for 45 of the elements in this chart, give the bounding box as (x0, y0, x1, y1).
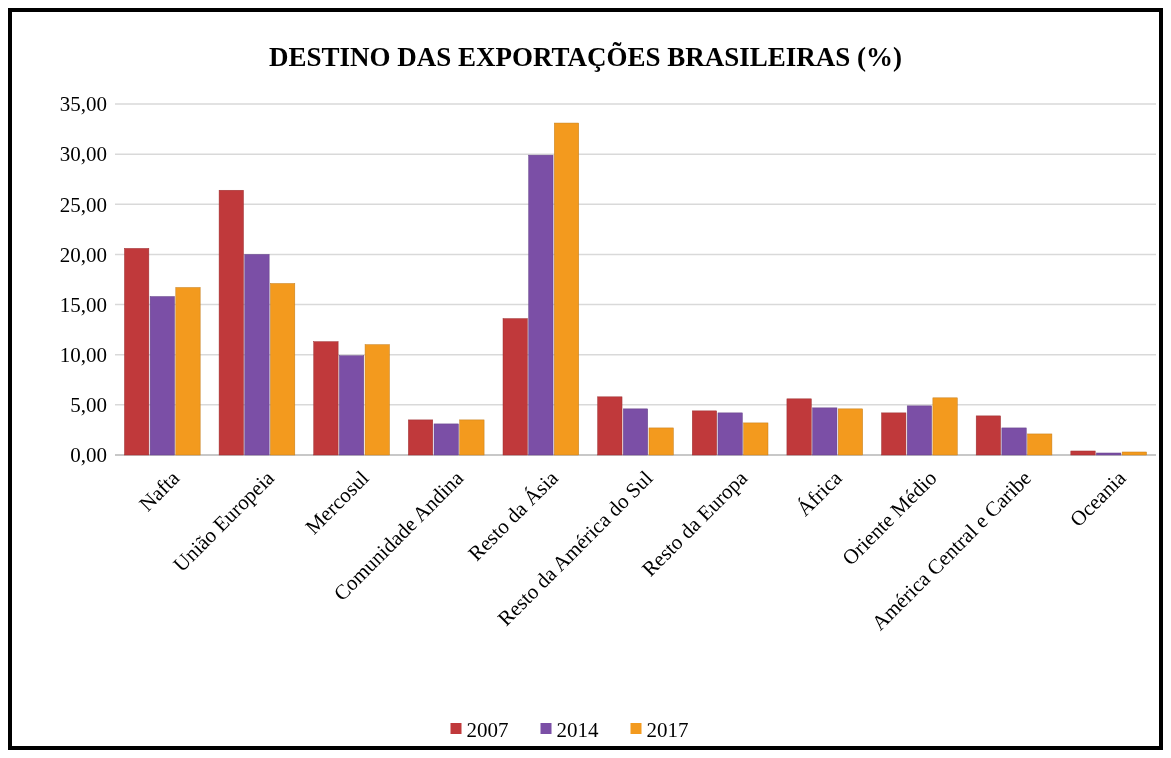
bar (502, 318, 528, 456)
bar (554, 122, 579, 456)
bar (975, 415, 1001, 456)
bar (364, 344, 390, 456)
bar (906, 405, 932, 456)
bar (218, 190, 244, 456)
bar (743, 422, 769, 456)
y-tick-label: 20,00 (59, 242, 107, 267)
y-tick-label: 30,00 (59, 142, 107, 167)
bar (433, 423, 459, 456)
bar (1070, 450, 1096, 456)
bar (339, 355, 365, 456)
bar (786, 398, 812, 456)
y-tick-label: 10,00 (59, 343, 107, 368)
bar (623, 408, 648, 456)
bar (1096, 452, 1122, 456)
bar (175, 287, 201, 456)
bar (244, 254, 270, 456)
bar (408, 419, 433, 456)
legend-label: 2007 (466, 718, 509, 743)
bar (1121, 451, 1147, 456)
bar (528, 154, 554, 456)
bar (459, 419, 485, 456)
y-tick-label: 5,00 (70, 393, 107, 418)
bar (149, 296, 175, 456)
y-tick-label: 15,00 (59, 292, 107, 317)
bar (124, 248, 150, 456)
bar (270, 283, 296, 456)
bar (1001, 427, 1027, 456)
legend-label: 2017 (646, 718, 689, 743)
bar (838, 408, 863, 456)
chart-title: DESTINO DAS EXPORTAÇÕES BRASILEIRAS (%) (268, 42, 903, 72)
bar (881, 412, 907, 456)
bar (597, 396, 623, 456)
bar (717, 412, 743, 456)
bar (692, 410, 717, 456)
bar (1027, 433, 1053, 456)
y-tick-label: 35,00 (59, 92, 107, 117)
y-tick-label: 25,00 (59, 192, 107, 217)
bar (932, 397, 958, 456)
legend-label: 2014 (556, 718, 599, 743)
y-tick-label: 0,00 (70, 443, 107, 468)
bar (648, 427, 674, 456)
bar (313, 341, 339, 456)
bar (812, 407, 838, 456)
